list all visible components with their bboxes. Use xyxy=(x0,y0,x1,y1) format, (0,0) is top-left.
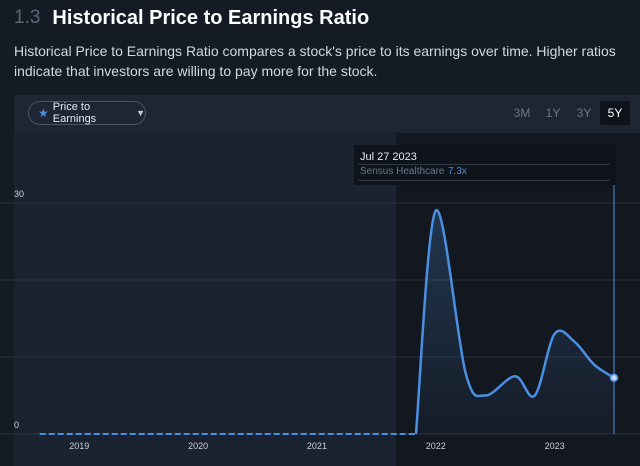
tooltip-divider-bottom xyxy=(358,180,610,181)
chart-toolbar: ★ Price to Earnings ▼ 3M 1Y 3Y 5Y xyxy=(14,95,640,132)
tooltip-value: 7.3x xyxy=(448,166,467,177)
chevron-down-icon: ▼ xyxy=(136,108,145,118)
x-tick-label: 2020 xyxy=(188,441,208,451)
hover-point[interactable] xyxy=(609,373,619,383)
section-description: Historical Price to Earnings Ratio compa… xyxy=(14,43,616,79)
star-icon: ★ xyxy=(38,106,49,120)
x-tick-label: 2021 xyxy=(307,441,327,451)
section-number: 1.3 xyxy=(14,7,41,28)
x-tick-label: 2022 xyxy=(426,441,446,451)
tab-1y[interactable]: 1Y xyxy=(545,106,561,120)
tab-3m[interactable]: 3M xyxy=(513,106,531,120)
range-tabs: 3M 1Y 3Y 5Y xyxy=(506,101,630,125)
section-title: Historical Price to Earnings Ratio xyxy=(52,6,370,29)
series-area xyxy=(415,210,614,434)
tooltip-divider xyxy=(358,164,610,165)
metric-selector-label: Price to Earnings xyxy=(52,101,97,125)
chart-tooltip: Jul 27 2023 Sensus Healthcare 7.3x xyxy=(354,145,616,185)
series-line xyxy=(414,209,615,435)
metric-selector-button[interactable]: ★ Price to Earnings ▼ xyxy=(28,101,146,125)
x-tick-label: 2023 xyxy=(545,441,565,451)
tab-5y[interactable]: 5Y xyxy=(600,101,630,125)
y-tick-label: 0 xyxy=(14,420,19,430)
tooltip-date: Jul 27 2023 xyxy=(360,151,417,163)
tab-3y[interactable]: 3Y xyxy=(576,106,592,120)
y-tick-label: 30 xyxy=(14,189,24,199)
x-tick-label: 2019 xyxy=(69,441,89,451)
tooltip-series-name: Sensus Healthcare xyxy=(360,166,445,177)
section-heading: 1.3 Historical Price to Earnings Ratio xyxy=(14,4,369,32)
